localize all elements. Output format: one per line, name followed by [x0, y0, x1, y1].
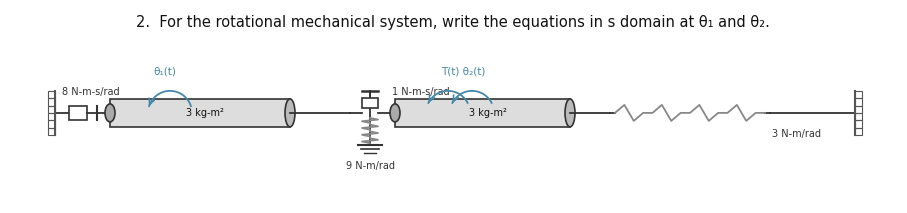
Bar	[110, 99, 290, 127]
Ellipse shape	[105, 104, 115, 122]
Bar	[855, 120, 862, 128]
Ellipse shape	[285, 99, 295, 127]
Text: 2.  For the rotational mechanical system, write the equations in s domain at θ₁ : 2. For the rotational mechanical system,…	[136, 15, 770, 30]
Text: 3 kg-m²: 3 kg-m²	[469, 108, 506, 118]
Ellipse shape	[390, 104, 400, 122]
Bar	[69, 106, 87, 120]
Bar	[48, 120, 55, 128]
Text: 3 N-m/rad: 3 N-m/rad	[772, 129, 821, 139]
Text: 8 N-m-s/rad: 8 N-m-s/rad	[62, 87, 120, 97]
Bar	[855, 98, 862, 106]
Bar	[855, 91, 862, 98]
Bar	[48, 98, 55, 106]
Bar	[855, 106, 862, 113]
Bar	[855, 113, 862, 120]
Bar	[855, 128, 862, 135]
Text: 9 N-m/rad: 9 N-m/rad	[346, 161, 395, 171]
Bar	[48, 91, 55, 98]
Text: T(t) θ₂(t): T(t) θ₂(t)	[441, 67, 485, 77]
Text: θ₁(t): θ₁(t)	[153, 67, 177, 77]
Bar	[362, 98, 378, 108]
Ellipse shape	[565, 99, 575, 127]
Bar	[395, 99, 570, 127]
Text: 3 kg-m²: 3 kg-m²	[186, 108, 224, 118]
Bar	[48, 128, 55, 135]
Text: 1 N-m-s/rad: 1 N-m-s/rad	[392, 87, 450, 97]
Bar	[48, 106, 55, 113]
Bar	[48, 113, 55, 120]
